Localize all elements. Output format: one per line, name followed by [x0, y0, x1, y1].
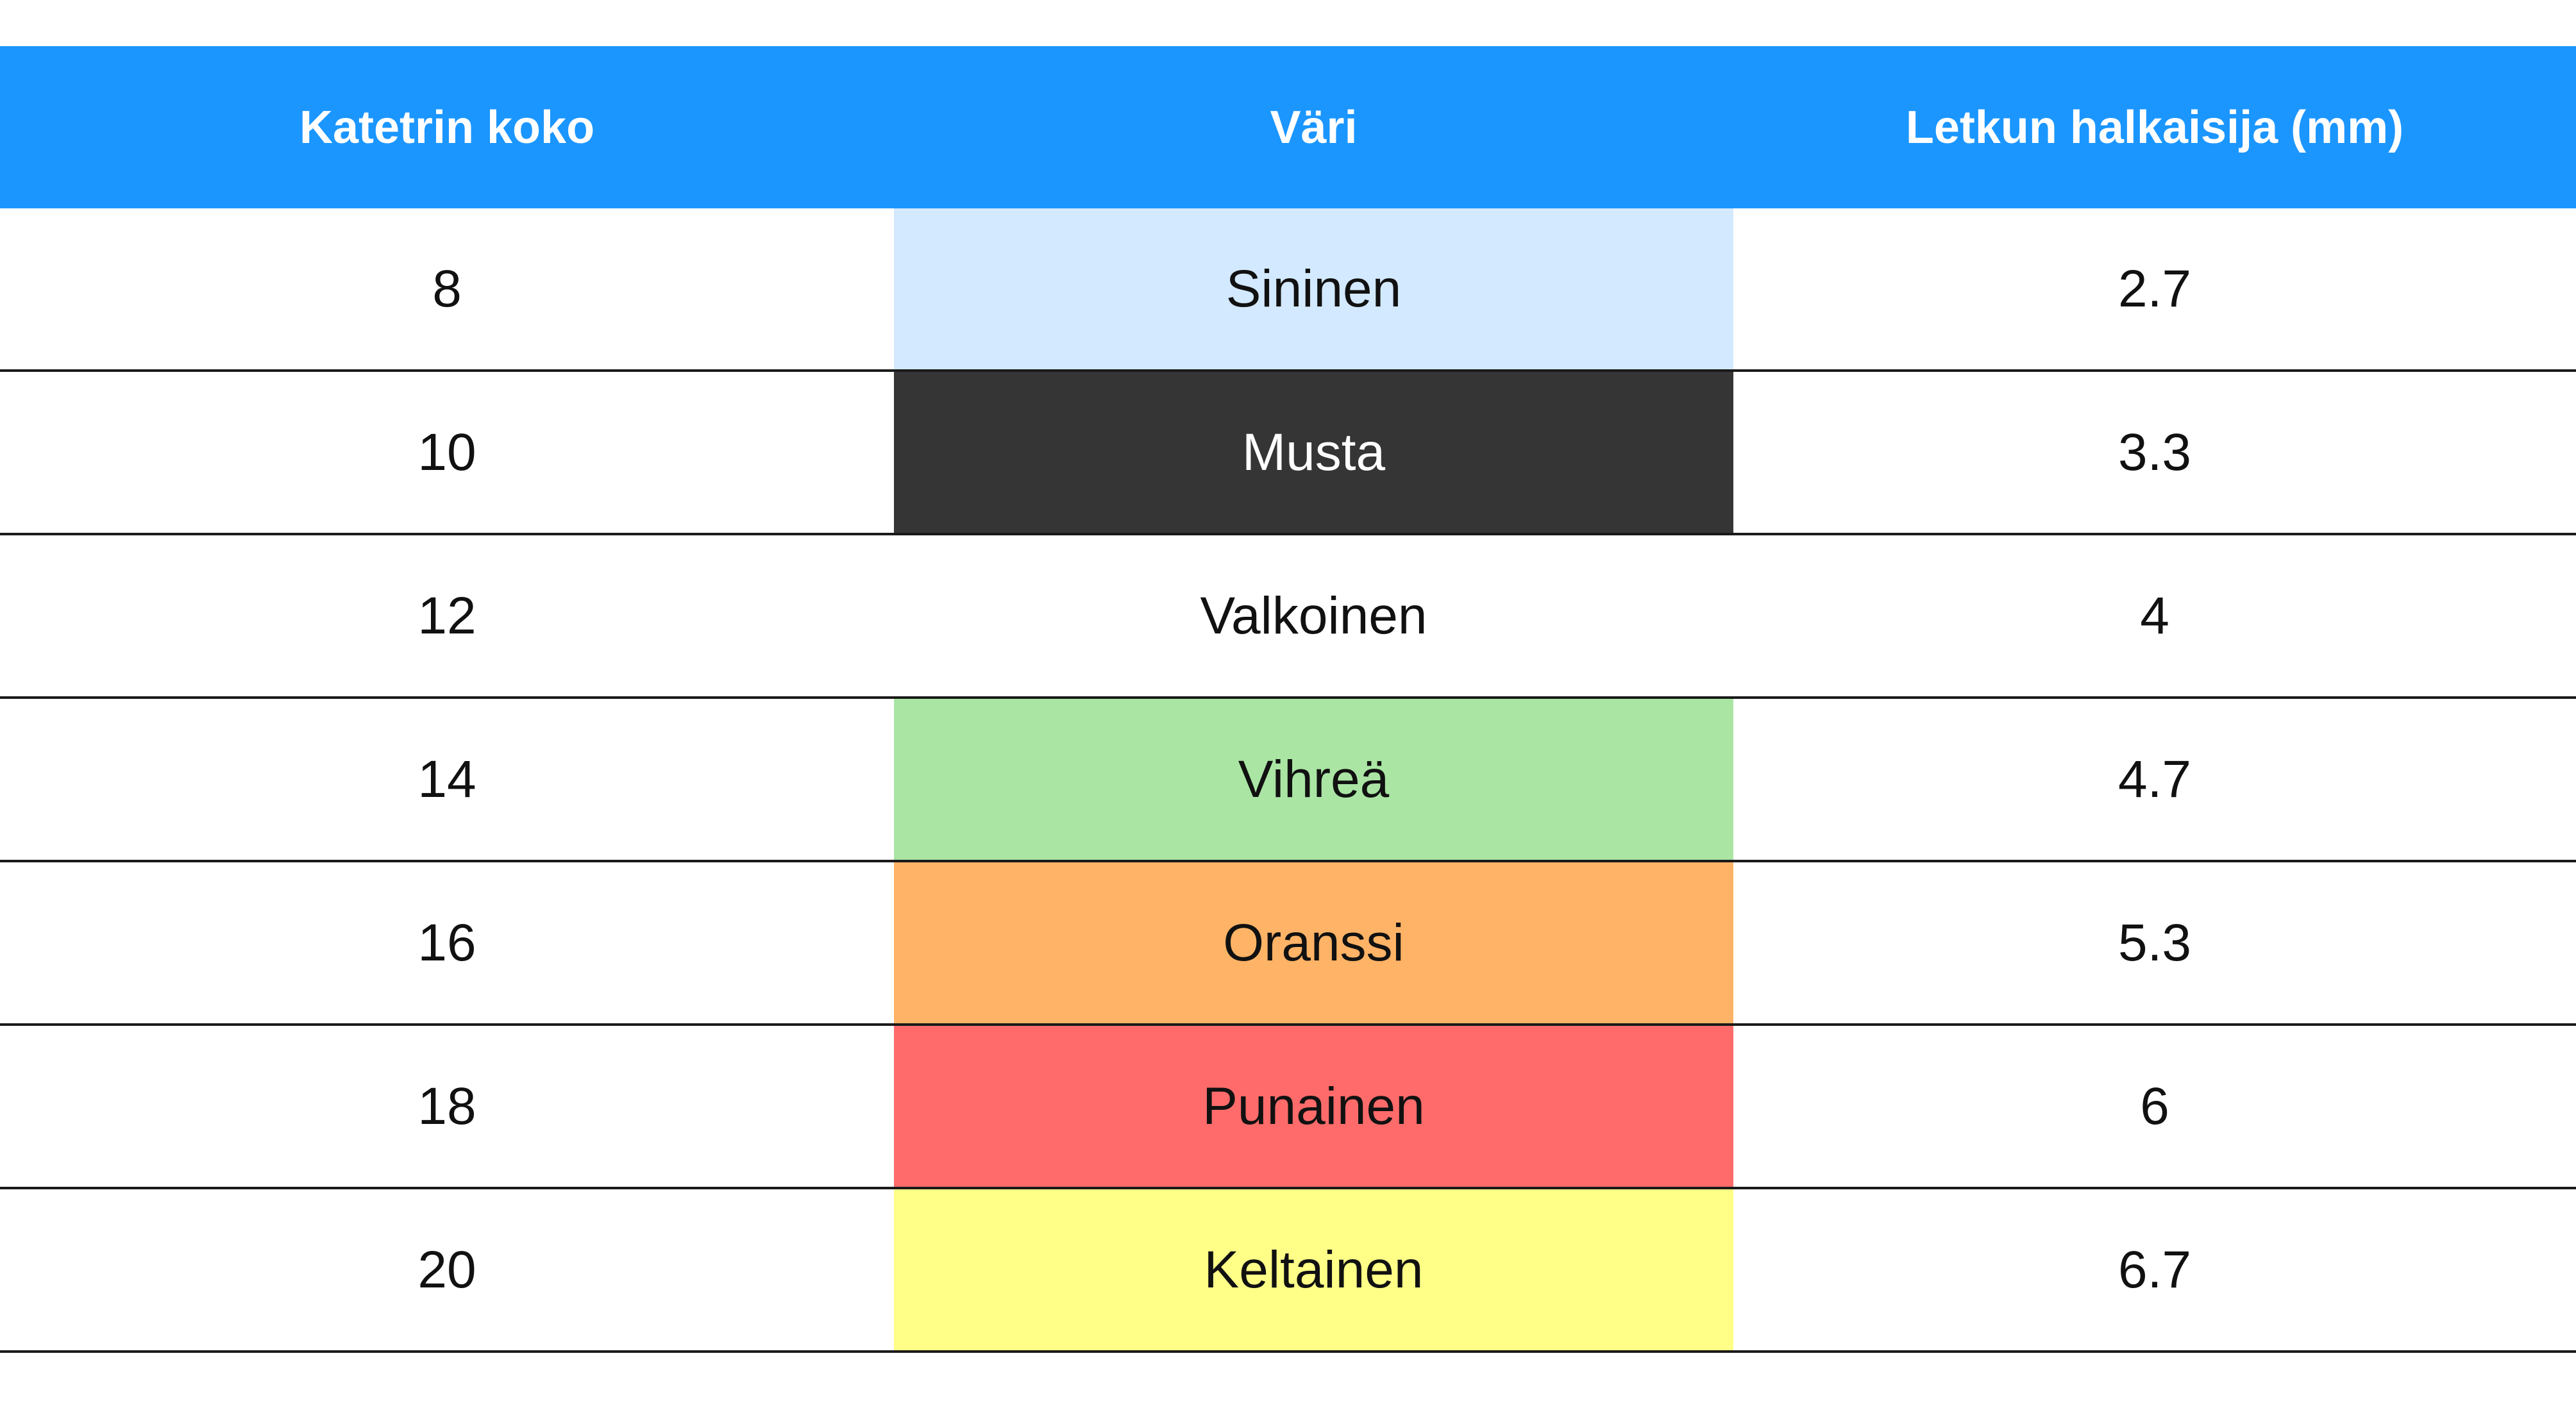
catheter-size-cell: 10	[417, 423, 476, 482]
tube-diameter-cell: 5.3	[2118, 913, 2191, 972]
header-color: Väri	[1270, 101, 1358, 153]
table-row: 16 Oranssi 5.3	[0, 862, 2576, 1026]
catheter-size-cell: 12	[417, 586, 476, 645]
color-cell: Sininen	[894, 208, 1733, 369]
tube-diameter-cell: 6	[2140, 1076, 2169, 1135]
tube-diameter-cell: 6.7	[2118, 1240, 2191, 1299]
catheter-size-cell: 18	[417, 1076, 476, 1135]
color-cell: Punainen	[894, 1026, 1733, 1187]
catheter-size-cell: 14	[417, 750, 476, 808]
table-row: 10 Musta 3.3	[0, 372, 2576, 535]
color-cell: Vihreä	[894, 699, 1733, 860]
header-catheter-size: Katetrin koko	[299, 101, 595, 153]
catheter-size-cell: 16	[417, 913, 476, 972]
color-cell: Musta	[894, 372, 1733, 533]
table-row: 18 Punainen 6	[0, 1026, 2576, 1189]
catheter-size-cell: 8	[432, 259, 462, 318]
table-row: 12 Valkoinen 4	[0, 535, 2576, 699]
table-row: 14 Vihreä 4.7	[0, 699, 2576, 862]
color-cell: Oranssi	[894, 862, 1733, 1023]
tube-diameter-cell: 3.3	[2118, 423, 2191, 482]
catheter-size-table: Katetrin koko Väri Letkun halkaisija (mm…	[0, 46, 2576, 1353]
table-row: 8 Sininen 2.7	[0, 208, 2576, 372]
catheter-size-cell: 20	[417, 1240, 476, 1299]
table-header: Katetrin koko Väri Letkun halkaisija (mm…	[0, 46, 2576, 208]
tube-diameter-cell: 4	[2140, 586, 2169, 645]
header-tube-diameter: Letkun halkaisija (mm)	[1905, 101, 2404, 153]
tube-diameter-cell: 4.7	[2118, 750, 2191, 808]
color-cell: Keltainen	[894, 1189, 1733, 1350]
tube-diameter-cell: 2.7	[2118, 259, 2191, 318]
color-cell: Valkoinen	[894, 535, 1733, 696]
table-row: 20 Keltainen 6.7	[0, 1189, 2576, 1353]
